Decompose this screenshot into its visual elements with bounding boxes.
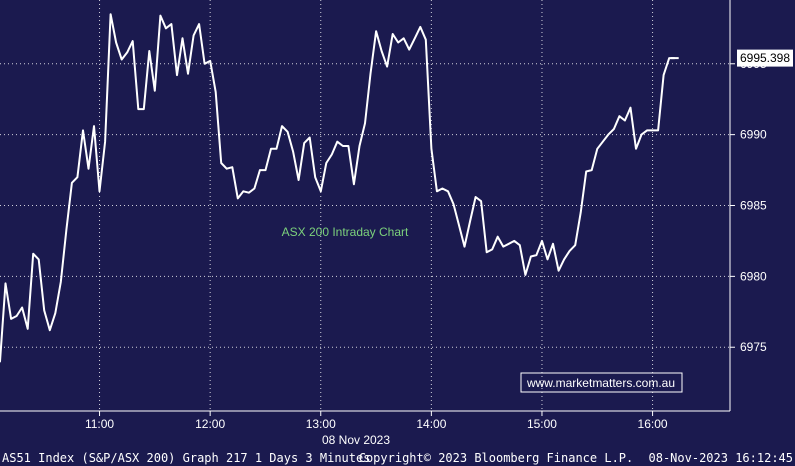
y-tick-label-6975: 6975 [740, 340, 767, 354]
series-line-layer [0, 13, 679, 363]
watermark-border [520, 372, 683, 393]
last-value-label: 6995.398 [737, 49, 793, 67]
series-line [0, 13, 675, 363]
x-tick-label-11:00: 11:00 [85, 417, 114, 431]
footer-copyright: Copyright© 2023 Bloomberg Finance L.P. [359, 451, 634, 465]
x-tick-label-14:00: 14:00 [416, 417, 446, 431]
x-tick-label-16:00: 16:00 [638, 417, 668, 431]
footer-index-info: AS51 Index (S&P/ASX 200) Graph 217 1 Day… [2, 451, 370, 465]
chart-title: ASX 200 Intraday Chart [282, 225, 409, 239]
axes [0, 0, 735, 416]
watermark-link[interactable]: www.marketmatters.com.au [526, 376, 675, 390]
last-value-text: 6995.398 [740, 51, 790, 65]
watermark-box[interactable]: www.marketmatters.com.au [520, 372, 683, 393]
y-tick-label-6990: 6990 [740, 128, 767, 142]
x-tick-label-15:00: 15:00 [527, 417, 557, 431]
x-tick-label-12:00: 12:00 [195, 417, 225, 431]
date-label: 08 Nov 2023 [322, 433, 390, 447]
x-tick-label-13:00: 13:00 [306, 417, 336, 431]
footer-timestamp: 08-Nov-2023 16:12:45 [649, 451, 794, 465]
last-value-box [737, 49, 793, 67]
y-tick-label-6985: 6985 [740, 199, 767, 213]
y-tick-label-6980: 6980 [740, 269, 767, 283]
